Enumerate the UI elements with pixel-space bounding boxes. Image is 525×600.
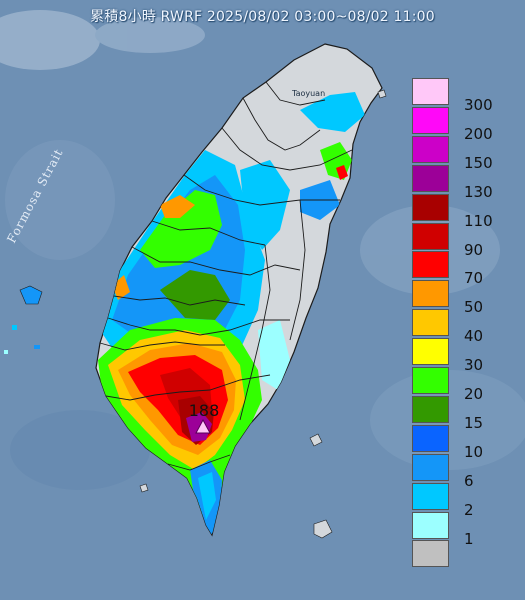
legend-label-90: 90 (464, 240, 484, 259)
rain-northeast-red (336, 165, 348, 180)
legend-label-10: 10 (464, 442, 484, 461)
legend-swatch-200 (412, 106, 449, 134)
legend-label-130: 130 (464, 182, 493, 201)
legend-label-2: 2 (464, 500, 474, 519)
penghu-islet-3 (4, 350, 8, 354)
orchid-island (313, 519, 333, 539)
legend-swatch-300 (412, 78, 449, 105)
legend-swatch-40 (412, 309, 449, 337)
legend-label-300: 300 (464, 96, 493, 114)
turtle-island (377, 89, 387, 99)
cloud-texture (0, 10, 525, 490)
legend-label-40: 40 (464, 327, 484, 346)
legend-swatch-1 (412, 511, 449, 539)
city-label-taoyuan: Taoyuan (291, 89, 325, 98)
max-rainfall-marker: 188 (189, 401, 220, 434)
legend-swatch-20 (412, 367, 449, 394)
legend-swatch-90 (412, 222, 449, 250)
offshore-islands (4, 89, 387, 539)
legend-swatch-70 (412, 251, 449, 279)
legend-label-50: 50 (464, 298, 484, 317)
legend-label-20: 20 (464, 385, 484, 403)
max-value-label: 188 (189, 401, 220, 420)
legend-swatch-30 (412, 338, 449, 366)
legend-swatch-10 (412, 424, 449, 452)
rain-east-coast (258, 320, 290, 390)
legend-swatch-130 (412, 164, 449, 192)
legend-label-1: 1 (464, 529, 474, 548)
rain-central-blue (240, 160, 290, 250)
rainfall-legend: 300 200 150 130 110 90 70 50 40 30 20 15 10 6 2 1 (412, 78, 493, 570)
penghu-island (19, 285, 43, 305)
legend-label-30: 30 (464, 356, 484, 375)
legend-label-200: 200 (464, 124, 493, 143)
legend-swatch-50 (412, 280, 449, 308)
penghu-islet (12, 325, 17, 330)
legend-label-15: 15 (464, 413, 484, 432)
penghu-islet-2 (34, 345, 40, 349)
green-island (309, 433, 323, 447)
legend-swatch-15 (412, 395, 449, 423)
rain-orange-north (160, 195, 195, 218)
legend-swatch-6 (412, 453, 449, 481)
legend-swatch-2 (412, 482, 449, 510)
rain-green-mid (160, 270, 230, 320)
rain-south-tip-inner (198, 472, 216, 520)
rain-green-north (140, 190, 222, 268)
county-borders (99, 81, 353, 471)
legend-label-110: 110 (464, 211, 493, 230)
legend-label-70: 70 (464, 269, 484, 288)
legend-label-150: 150 (464, 153, 493, 172)
map-title: 累積8小時 RWRF 2025/08/02 03:00~08/02 11:00 (90, 9, 435, 25)
max-triangle (195, 418, 211, 434)
legend-swatch-110 (412, 193, 449, 221)
liuqiu-island (139, 483, 149, 493)
legend-label-6: 6 (464, 471, 474, 490)
legend-swatch-zero (412, 540, 449, 568)
legend-swatch-150 (412, 135, 449, 163)
